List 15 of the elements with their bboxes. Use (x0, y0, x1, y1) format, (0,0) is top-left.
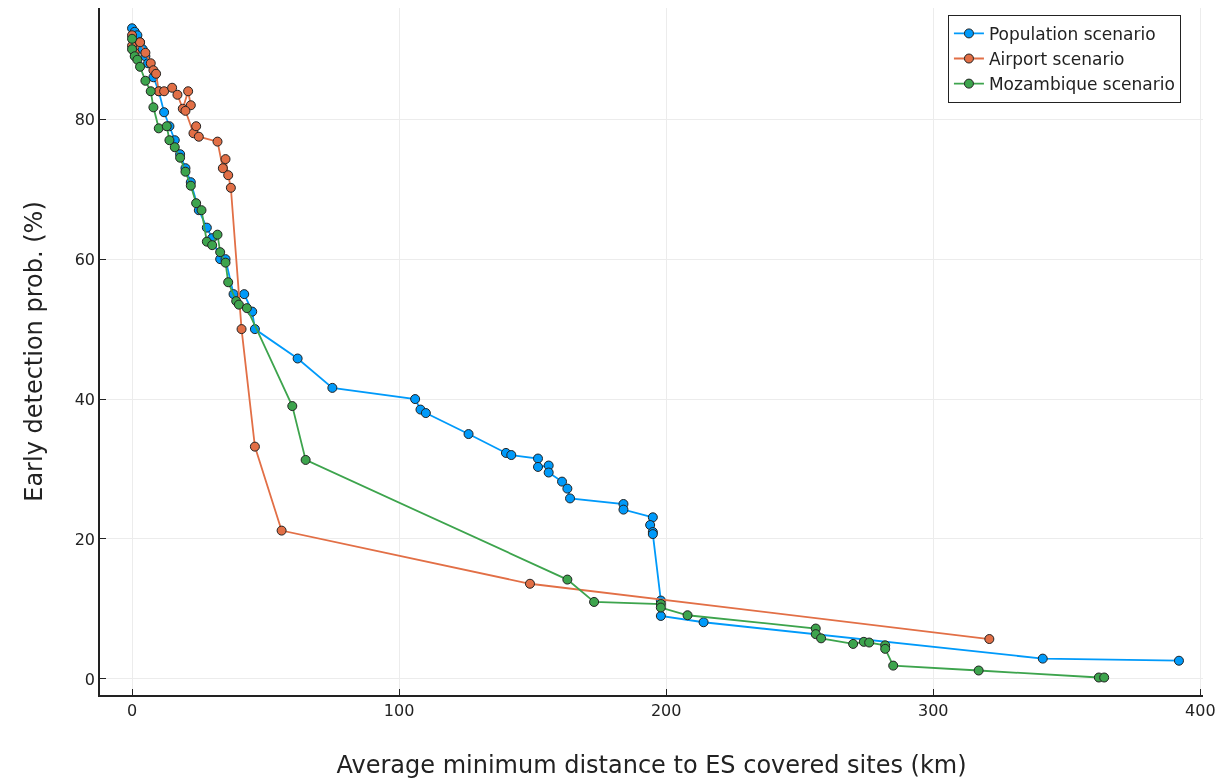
y-tick-label: 40 (74, 389, 96, 409)
y-tick-label: 0 (84, 669, 96, 689)
y-tick-label: 20 (74, 529, 96, 549)
legend-label: Airport scenario (988, 49, 1125, 70)
y-tick-label: 80 (74, 109, 96, 129)
y-axis-title: Early detection prob. (%) (19, 201, 48, 502)
legend-label: Mozambique scenario (988, 74, 1175, 95)
y-tick-label: 60 (74, 249, 96, 269)
x-axis-title: Average minimum distance to ES covered sites (km) (336, 751, 967, 779)
x-tick-label: 200 (650, 700, 682, 720)
x-tick-label: 100 (383, 700, 415, 720)
x-tick-label: 0 (126, 700, 138, 720)
x-tick-label: 400 (1185, 700, 1216, 720)
legend-label: Population scenario (988, 24, 1156, 45)
x-tick-label: 300 (917, 700, 949, 720)
